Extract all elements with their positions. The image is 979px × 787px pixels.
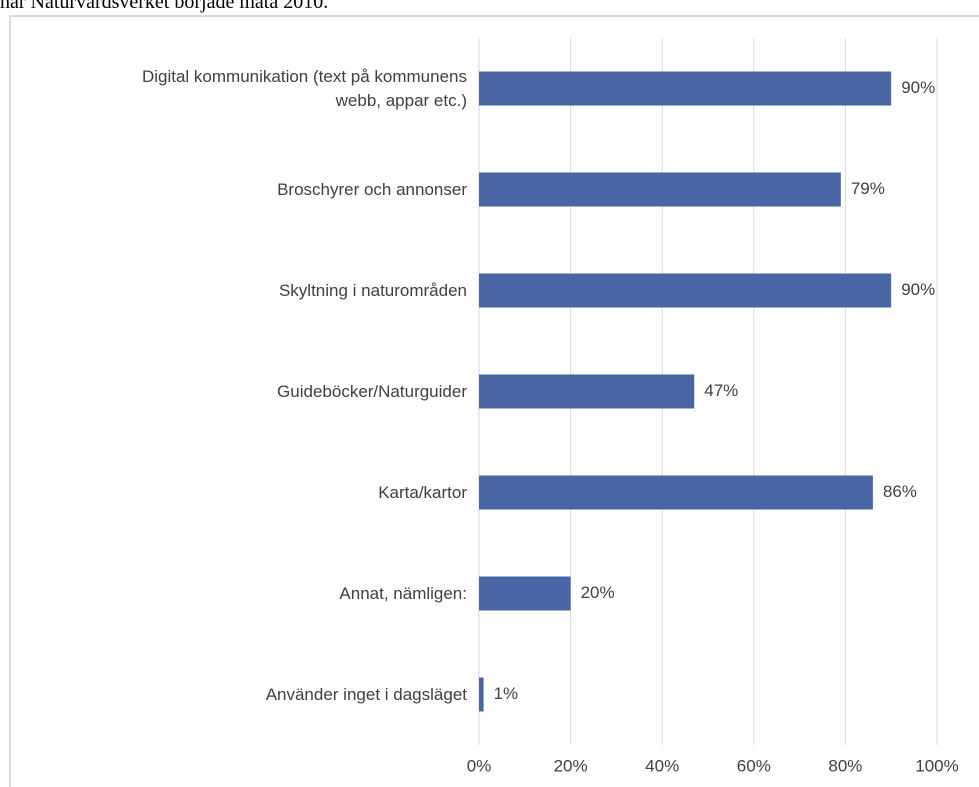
chart-border [9, 15, 979, 787]
category-label: Annat, nämligen: [339, 583, 467, 603]
category-label: Broschyrer och annonser [277, 179, 467, 199]
bar [479, 576, 571, 611]
category-label: Skyltning i naturområden [278, 280, 467, 300]
value-label: 90% [901, 280, 935, 299]
category-label: Använder inget i dagsläget [265, 684, 467, 704]
bar [479, 172, 841, 207]
value-label: 1% [494, 684, 519, 703]
bar [479, 374, 695, 409]
category-label: Guideböcker/Naturguider [277, 381, 467, 401]
bar [479, 71, 892, 106]
x-tick-label: 0% [467, 756, 492, 775]
value-label: 47% [704, 381, 738, 400]
value-label: 86% [883, 482, 917, 501]
x-tick-label: 40% [645, 756, 679, 775]
x-tick-label: 100% [915, 756, 958, 775]
value-label: 90% [901, 78, 935, 97]
x-tick-label: 80% [828, 756, 862, 775]
value-label: 20% [581, 583, 615, 602]
bar [479, 677, 484, 712]
bar [479, 273, 892, 308]
x-tick-label: 60% [737, 756, 771, 775]
value-label: 79% [851, 179, 885, 198]
header-text: när Naturvårdsverket började mäta 2010. [0, 0, 329, 13]
category-label: Digital kommunikation (text på kommunens… [141, 66, 467, 110]
category-label: Karta/kartor [378, 482, 467, 502]
bar [479, 475, 873, 510]
x-tick-label: 20% [554, 756, 588, 775]
